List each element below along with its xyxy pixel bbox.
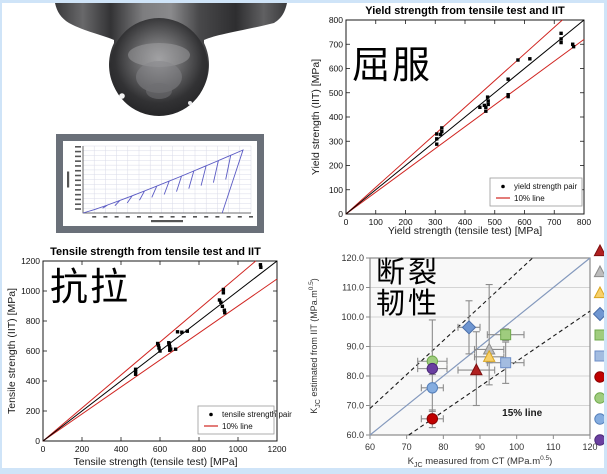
annotation-toughness-cn: 断裂 韧性	[376, 255, 441, 321]
svg-text:300: 300	[329, 136, 343, 146]
svg-text:400: 400	[26, 376, 40, 386]
svg-text:700: 700	[329, 39, 343, 49]
svg-text:80.0: 80.0	[346, 371, 364, 381]
svg-text:80: 80	[438, 442, 448, 452]
svg-text:400: 400	[458, 217, 472, 227]
svg-text:90: 90	[475, 442, 485, 452]
svg-text:400: 400	[329, 112, 343, 122]
svg-text:100: 100	[509, 442, 524, 452]
x-axis-label: Tensile strength (tensile test) [MPa]	[73, 456, 238, 468]
svg-text:70.0: 70.0	[346, 401, 364, 411]
yield-strength-plot: 0 100 200 300 400 500 600 700 800 0 100 200 300 400 50…	[329, 15, 592, 227]
svg-text:500: 500	[488, 217, 502, 227]
svg-text:800: 800	[577, 217, 591, 227]
svg-text:110.0: 110.0	[342, 283, 364, 293]
svg-text:600: 600	[517, 217, 531, 227]
svg-text:100.0: 100.0	[341, 312, 364, 322]
fracture-toughness-chart: 60 70 80 90 100 110 120 60.0 70.0 80.0 90.0 100.0 11…	[306, 243, 604, 470]
fracture-toughness-plot: 60 70 80 90 100 110 120 60.0 70.0 80.0 90.0 100.0 11…	[341, 243, 604, 452]
tensile-strength-plot: 0 200 400 600 800 1000 1200 0 200 400 600 800 1000 12…	[21, 256, 292, 454]
svg-text:0: 0	[41, 444, 46, 454]
annotation-yield-cn: 屈服	[352, 43, 433, 87]
svg-text:200: 200	[75, 444, 89, 454]
svg-text:70: 70	[402, 442, 412, 452]
svg-text:100: 100	[369, 217, 383, 227]
svg-text:700: 700	[547, 217, 561, 227]
svg-text:600: 600	[26, 346, 40, 356]
svg-text:120: 120	[582, 442, 597, 452]
svg-text:200: 200	[398, 217, 412, 227]
load-depth-curve-plot	[67, 145, 253, 223]
svg-text:300: 300	[428, 217, 442, 227]
svg-text:120.0: 120.0	[341, 253, 364, 263]
svg-text:800: 800	[192, 444, 206, 454]
svg-text:110: 110	[546, 442, 560, 452]
y-axis-label: Tensile strength (IIT) [MPa]	[6, 287, 18, 415]
svg-text:800: 800	[26, 316, 40, 326]
chart-title: Yield strength from tensile test and IIT	[365, 5, 565, 17]
svg-text:600: 600	[329, 64, 343, 74]
chart-title: Tensile strength from tensile test and I…	[50, 246, 261, 258]
svg-text:500: 500	[329, 88, 343, 98]
x-axis-label: Yield strength (tensile test) [MPa]	[387, 225, 543, 237]
svg-text:1000: 1000	[229, 444, 248, 454]
load-depth-curve-panel	[56, 134, 264, 233]
svg-text:0: 0	[344, 217, 349, 227]
svg-text:1200: 1200	[268, 444, 287, 454]
y-axis-label: Yield strength (IIT) [MPa]	[310, 58, 322, 176]
svg-text:yield strength pair: yield strength pair	[514, 182, 577, 191]
svg-text:800: 800	[329, 15, 343, 25]
svg-text:90.0: 90.0	[346, 342, 364, 352]
svg-text:100: 100	[329, 185, 343, 195]
svg-text:tensile strength pair: tensile strength pair	[222, 410, 292, 419]
x-axis-label: KJC measured from CT (MPa.m0.5)	[407, 455, 553, 470]
annotation-tensile-cn: 抗拉	[50, 265, 131, 309]
svg-text:15% line: 15% line	[502, 408, 542, 419]
svg-text:60.0: 60.0	[346, 430, 364, 440]
svg-text:10% line: 10% line	[514, 194, 545, 203]
svg-text:0: 0	[338, 209, 343, 219]
svg-text:1200: 1200	[21, 256, 40, 266]
svg-text:400: 400	[114, 444, 128, 454]
y-axis-label: KJC estimated from IIT (MPa.m0.5)	[308, 278, 322, 414]
svg-text:60: 60	[365, 442, 375, 452]
svg-text:200: 200	[329, 161, 343, 171]
svg-text:1000: 1000	[21, 286, 40, 296]
svg-text:600: 600	[153, 444, 167, 454]
yield-strength-chart: 0 100 200 300 400 500 600 700 800 0 100 200 300 400 50…	[306, 3, 604, 243]
svg-text:10% line: 10% line	[222, 422, 253, 431]
indenter-3d-image	[55, 3, 287, 116]
svg-text:0: 0	[35, 436, 40, 446]
svg-text:200: 200	[26, 406, 40, 416]
indenter-panel	[2, 3, 302, 243]
tensile-strength-chart: 0 200 400 600 800 1000 1200 0 200 400 600 800 1000 12…	[2, 243, 306, 468]
